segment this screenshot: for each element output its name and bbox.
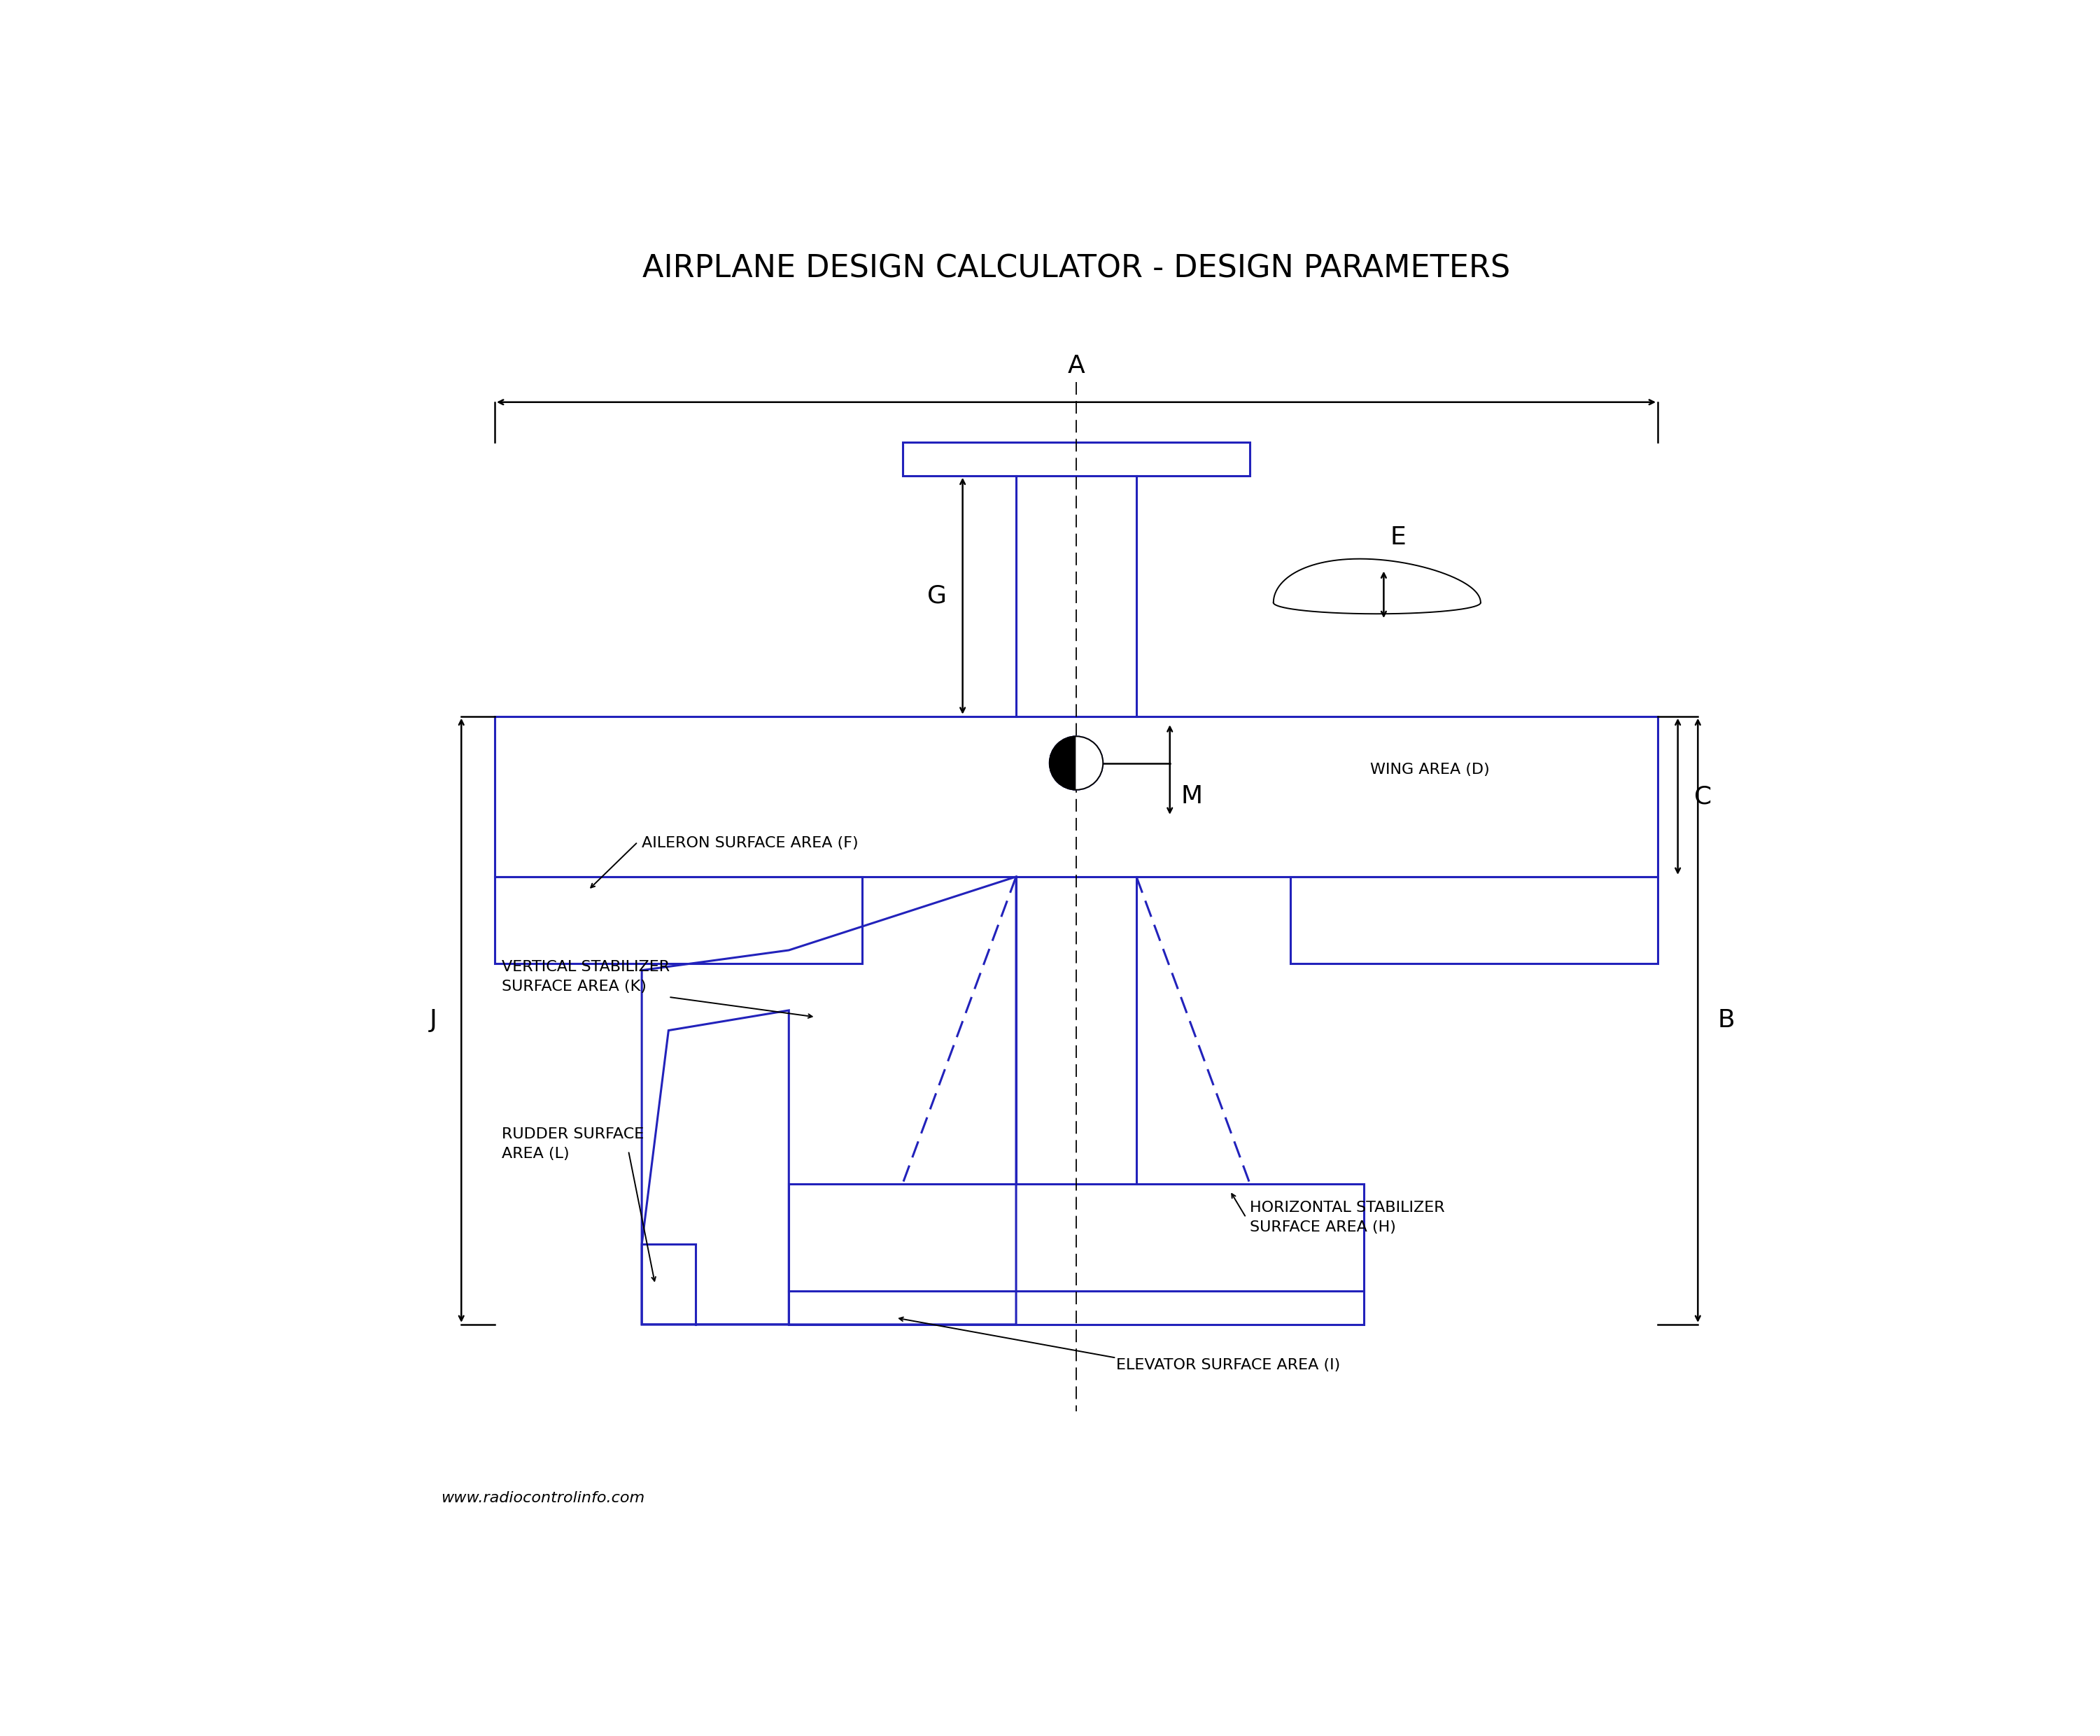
Bar (903, 443, 1250, 476)
Text: E: E (1390, 526, 1407, 549)
Text: HORIZONTAL STABILIZER
SURFACE AREA (H): HORIZONTAL STABILIZER SURFACE AREA (H) (1250, 1201, 1445, 1234)
Wedge shape (1077, 736, 1102, 790)
Bar (1289, 877, 1657, 963)
Text: J: J (430, 1009, 437, 1033)
Text: AILERON SURFACE AREA (F): AILERON SURFACE AREA (F) (643, 837, 859, 851)
Text: AIRPLANE DESIGN CALCULATOR - DESIGN PARAMETERS: AIRPLANE DESIGN CALCULATOR - DESIGN PARA… (643, 253, 1510, 283)
Wedge shape (1050, 736, 1077, 790)
Text: ELEVATOR SURFACE AREA (I): ELEVATOR SURFACE AREA (I) (1117, 1358, 1340, 1371)
Text: VERTICAL STABILIZER
SURFACE AREA (K): VERTICAL STABILIZER SURFACE AREA (K) (502, 960, 670, 993)
Text: B: B (1718, 1009, 1735, 1033)
Text: www.radiocontrolinfo.com: www.radiocontrolinfo.com (441, 1491, 645, 1505)
Bar (790, 1184, 1363, 1325)
Text: M: M (1180, 785, 1203, 809)
Bar (496, 717, 1657, 877)
Text: G: G (926, 583, 947, 608)
Text: WING AREA (D): WING AREA (D) (1371, 762, 1489, 776)
Text: C: C (1695, 785, 1712, 809)
Text: A: A (1067, 354, 1086, 378)
Bar (496, 877, 863, 963)
Text: RUDDER SURFACE
AREA (L): RUDDER SURFACE AREA (L) (502, 1127, 643, 1161)
